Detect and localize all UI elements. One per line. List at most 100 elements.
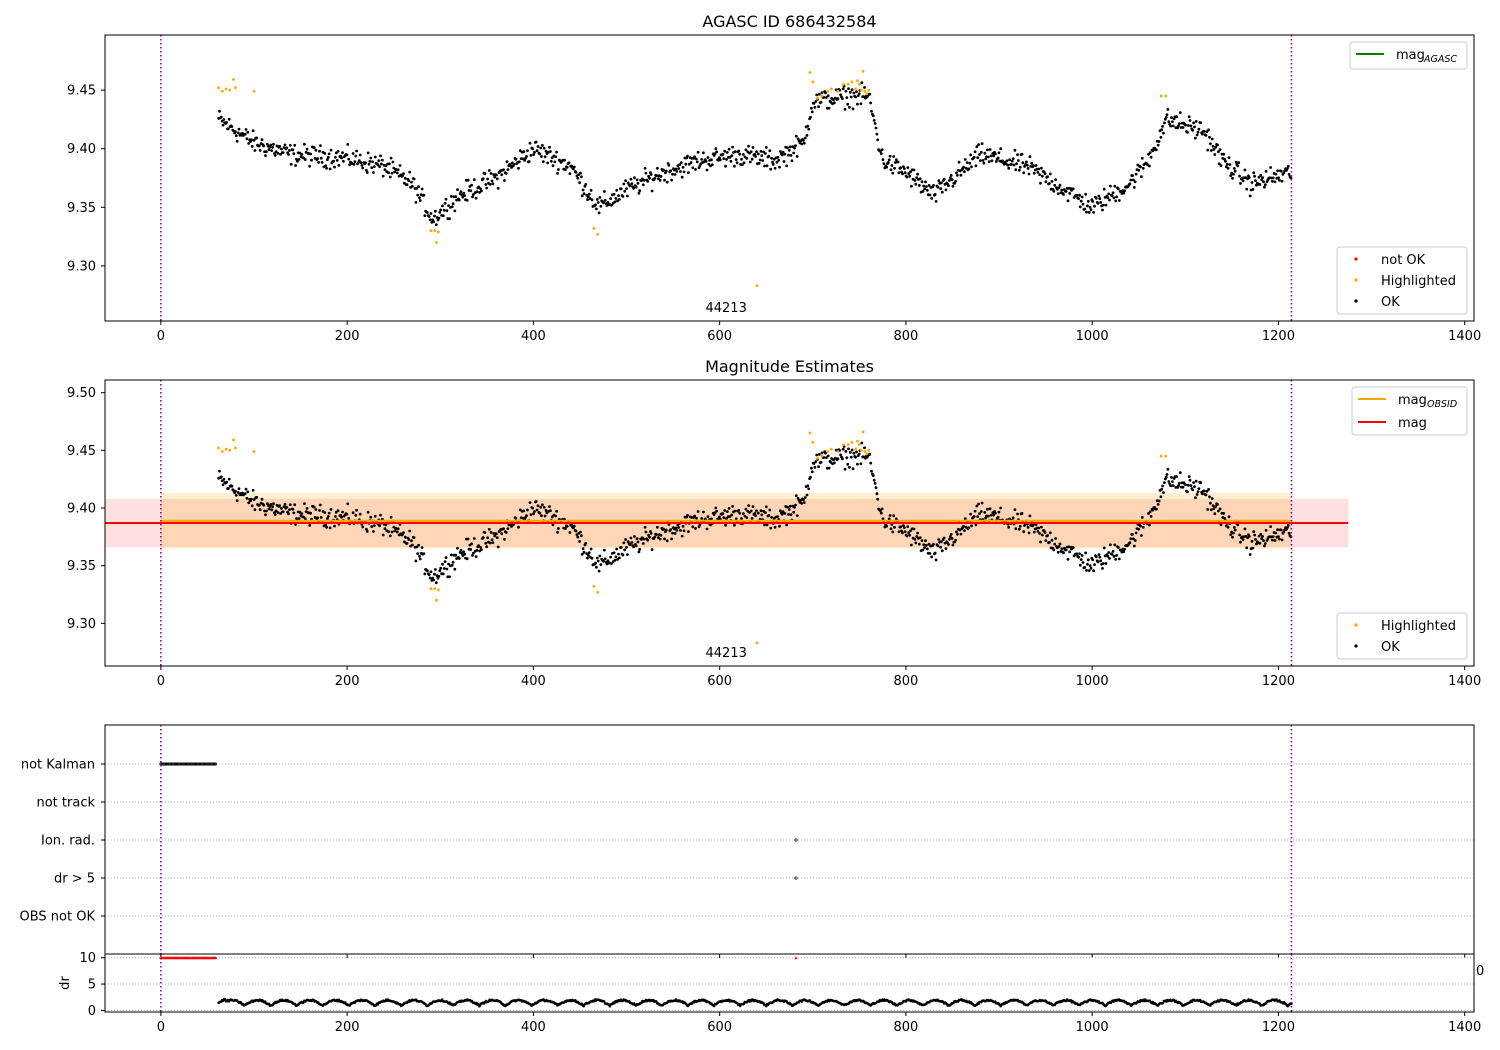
ok-point: [572, 524, 576, 528]
ok-point: [756, 511, 760, 515]
highlighted-point: [429, 229, 433, 233]
ok-point: [706, 515, 710, 519]
ok-point: [541, 503, 544, 507]
ok-point: [1239, 182, 1242, 185]
ok-point: [329, 148, 333, 152]
ok-point: [910, 543, 913, 547]
ok-point: [876, 138, 880, 142]
ok-point: [1071, 546, 1075, 549]
ok-point: [674, 526, 678, 530]
ok-point: [255, 496, 259, 499]
highlighted-point: [863, 450, 867, 453]
ok-point: [1128, 182, 1132, 186]
ok-point: [680, 534, 684, 538]
agasc-frame: [104, 34, 1475, 322]
ok-point: [770, 156, 773, 160]
ok-point: [986, 514, 990, 518]
ok-point: [779, 150, 782, 153]
ok-point: [924, 180, 927, 184]
ok-point: [291, 507, 295, 511]
ok-point: [1039, 181, 1042, 185]
ok-point: [744, 507, 748, 511]
ok-point: [967, 526, 971, 530]
ok-point: [1206, 508, 1210, 511]
ok-point: [234, 493, 238, 497]
ok-point: [396, 527, 400, 531]
ok-point: [372, 171, 375, 174]
ok-point: [996, 156, 1000, 160]
ok-point: [609, 197, 612, 201]
ok-point: [603, 548, 606, 552]
ok-point: [1210, 137, 1214, 141]
ok-point: [1092, 211, 1095, 214]
ok-point: [1087, 569, 1091, 572]
ok-point: [724, 523, 727, 527]
ok-point: [457, 557, 461, 560]
ok-point: [841, 97, 844, 100]
ok-point: [1205, 489, 1209, 493]
ok-point: [1273, 180, 1277, 184]
ok-point: [265, 150, 268, 154]
ok-point: [957, 160, 961, 164]
ok-point: [360, 164, 364, 167]
ok-point: [582, 550, 586, 554]
ok-point: [1046, 175, 1049, 179]
ok-point: [894, 158, 898, 162]
ok-point: [415, 187, 419, 190]
legend-mag-agasc-label: mag: [1396, 48, 1425, 63]
ok-point: [1263, 183, 1267, 187]
ok-point: [1032, 164, 1035, 168]
ok-point: [655, 174, 658, 178]
ok-point: [1233, 528, 1237, 532]
ok-point: [916, 531, 919, 535]
ok-point: [1155, 507, 1158, 511]
ok-point: [326, 515, 330, 518]
highlighted-point: [220, 89, 224, 93]
ok-point: [389, 515, 393, 519]
ok-point: [713, 511, 717, 515]
ok-point: [365, 527, 368, 531]
ok-point: [523, 159, 527, 162]
ok-point: [1077, 555, 1080, 559]
highlighted-point: [252, 89, 256, 93]
estimates-xtick-label: 1000: [1076, 674, 1109, 689]
ok-point: [1027, 172, 1031, 176]
ok-point: [679, 161, 683, 165]
ok-point: [723, 509, 727, 512]
ok-point: [1209, 142, 1212, 146]
ok-point: [387, 171, 390, 175]
ok-point: [1053, 183, 1057, 187]
ok-point: [925, 547, 929, 551]
ok-point: [1038, 532, 1041, 535]
ok-point: [807, 127, 811, 131]
ok-point: [848, 451, 852, 454]
ok-point: [364, 161, 367, 165]
ok-point: [405, 542, 409, 545]
ok-point: [675, 170, 679, 173]
ok-point: [250, 145, 254, 148]
ok-point: [785, 164, 788, 168]
ok-point: [1223, 157, 1226, 161]
ok-point: [1086, 562, 1089, 566]
ok-point: [922, 184, 926, 188]
ok-point: [1195, 493, 1199, 496]
ok-point: [548, 505, 551, 508]
ok-point: [913, 537, 917, 541]
ok-point: [852, 451, 856, 455]
ok-point: [517, 166, 520, 170]
ok-point: [323, 152, 327, 155]
ok-point: [471, 195, 474, 199]
ok-point: [490, 179, 494, 183]
ok-point: [472, 537, 476, 540]
ok-point: [1081, 561, 1085, 564]
ok-point: [1250, 181, 1254, 184]
ok-point: [596, 201, 600, 204]
legend-point-swatch: [1354, 278, 1358, 282]
ok-point: [416, 552, 420, 555]
ok-point: [962, 165, 965, 169]
ok-point: [488, 541, 492, 545]
ok-point: [833, 101, 836, 105]
ok-point: [1194, 120, 1198, 123]
ok-point: [806, 484, 810, 488]
ok-point: [987, 160, 991, 164]
